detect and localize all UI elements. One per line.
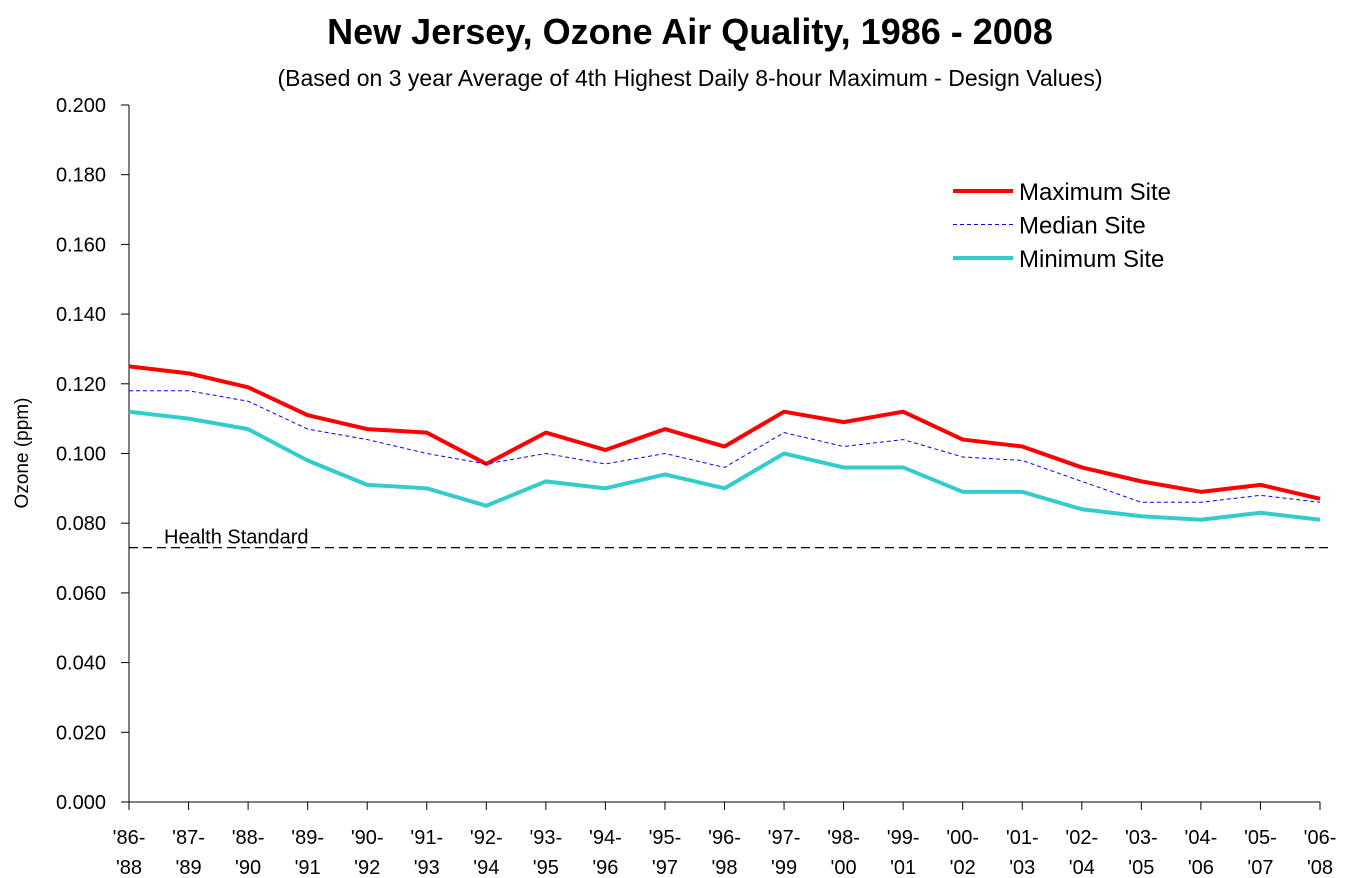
x-tick-label: '99- '01 bbox=[887, 827, 920, 878]
y-tick-label: 0.040 bbox=[56, 653, 106, 675]
x-tick-label: '87- '89 bbox=[172, 827, 205, 878]
x-tick-label-line: '88 bbox=[116, 857, 142, 878]
x-tick-label: '03- '05 bbox=[1125, 827, 1158, 878]
x-tick-label-line: '08 bbox=[1307, 857, 1333, 878]
x-tick-label-line: '04 bbox=[1069, 857, 1095, 878]
x-tick-label-line: '03 bbox=[1009, 857, 1035, 878]
x-tick-label-line: '95- bbox=[649, 827, 682, 849]
x-tick-label-line: '01- bbox=[1006, 827, 1039, 849]
x-tick-label-line: '00- bbox=[946, 827, 979, 849]
x-tick-label-line: '93- bbox=[529, 827, 562, 849]
x-tick-label-line: '98 bbox=[711, 857, 737, 878]
x-tick-label: '01- '03 bbox=[1006, 827, 1039, 878]
x-tick-label-line: '95 bbox=[533, 857, 559, 878]
x-tick-label-line: '06 bbox=[1188, 857, 1214, 878]
x-tick-label-line: '94- bbox=[589, 827, 622, 849]
x-tick-label-line: '06- bbox=[1304, 827, 1337, 849]
x-tick-label: '04- '06 bbox=[1185, 827, 1218, 878]
x-tick-label-line: '07 bbox=[1247, 857, 1273, 878]
x-tick-label: '86- '88 bbox=[113, 827, 146, 878]
x-tick-label: '06- '08 bbox=[1304, 827, 1337, 878]
x-tick-label: '98- '00 bbox=[827, 827, 860, 878]
x-tick-label: '89- '91 bbox=[291, 827, 324, 878]
x-tick-label-line: '98- bbox=[827, 827, 860, 849]
x-tick-label-line: '05- bbox=[1244, 827, 1277, 849]
x-tick-label-line: '97 bbox=[652, 857, 678, 878]
reference-label: Health Standard bbox=[164, 527, 309, 549]
y-tick-label: 0.080 bbox=[56, 513, 106, 535]
y-tick-label: 0.200 bbox=[56, 95, 106, 117]
x-tick-label-line: '91 bbox=[295, 857, 321, 878]
series-line bbox=[128, 364, 1321, 501]
x-tick-label-line: '96- bbox=[708, 827, 741, 849]
legend-label: Median Site bbox=[1019, 213, 1146, 240]
x-tick-label-line: '00 bbox=[831, 857, 857, 878]
y-tick-label: 0.000 bbox=[56, 792, 106, 814]
x-tick-label-line: '87- bbox=[172, 827, 205, 849]
x-tick-label-line: '97- bbox=[768, 827, 801, 849]
x-tick-label-line: '92- bbox=[470, 827, 503, 849]
y-tick-label: 0.140 bbox=[56, 304, 106, 326]
x-tick-label-line: '01 bbox=[890, 857, 916, 878]
x-tick-label: '90- '92 bbox=[351, 827, 384, 878]
x-tick-label-line: '03- bbox=[1125, 827, 1158, 849]
x-tick-label-line: '94 bbox=[473, 857, 499, 878]
x-tick-label: '93- '95 bbox=[529, 827, 562, 878]
x-tick-label-line: '05 bbox=[1128, 857, 1154, 878]
y-axis-label: Ozone (ppm) bbox=[12, 398, 33, 509]
x-tick-label-line: '88- bbox=[232, 827, 265, 849]
series-line bbox=[128, 409, 1321, 522]
x-tick-label-line: '90 bbox=[235, 857, 261, 878]
x-tick-label-line: '96 bbox=[592, 857, 618, 878]
x-tick-label-line: '93 bbox=[414, 857, 440, 878]
x-tick-label-line: '89 bbox=[176, 857, 202, 878]
legend-label: Minimum Site bbox=[1019, 246, 1164, 273]
y-tick-label: 0.180 bbox=[56, 165, 106, 187]
x-tick-label: '88- '90 bbox=[232, 827, 265, 878]
x-tick-label-line: '92 bbox=[354, 857, 380, 878]
x-tick-label-line: '99 bbox=[771, 857, 797, 878]
legend-label: Maximum Site bbox=[1019, 179, 1171, 206]
x-tick-label: '05- '07 bbox=[1244, 827, 1277, 878]
x-tick-label: '96- '98 bbox=[708, 827, 741, 878]
x-tick-label: '02- '04 bbox=[1065, 827, 1098, 878]
chart-title: New Jersey, Ozone Air Quality, 1986 - 20… bbox=[327, 11, 1053, 52]
x-tick-label: '00- '02 bbox=[946, 827, 979, 878]
chart-subtitle: (Based on 3 year Average of 4th Highest … bbox=[278, 65, 1103, 91]
x-tick-label: '92- '94 bbox=[470, 827, 503, 878]
x-tick-label-line: '02- bbox=[1065, 827, 1098, 849]
series-line bbox=[129, 390, 1321, 503]
x-tick-label: '91- '93 bbox=[410, 827, 443, 878]
x-tick-label-line: '90- bbox=[351, 827, 384, 849]
x-tick-label: '97- '99 bbox=[768, 827, 801, 878]
x-tick-label: '95- '97 bbox=[649, 827, 682, 878]
x-tick-label-line: '89- bbox=[291, 827, 324, 849]
x-tick-label-line: '86- bbox=[113, 827, 146, 849]
y-tick-label: 0.020 bbox=[56, 722, 106, 744]
x-tick-label-line: '02 bbox=[950, 857, 976, 878]
y-tick-label: 0.060 bbox=[56, 583, 106, 605]
x-tick-label-line: '04- bbox=[1185, 827, 1218, 849]
x-tick-label-line: '91- bbox=[410, 827, 443, 849]
y-tick-label: 0.120 bbox=[56, 374, 106, 396]
y-tick-label: 0.160 bbox=[56, 234, 106, 256]
x-tick-label: '94- '96 bbox=[589, 827, 622, 878]
y-tick-label: 0.100 bbox=[56, 444, 106, 466]
x-tick-label-line: '99- bbox=[887, 827, 920, 849]
